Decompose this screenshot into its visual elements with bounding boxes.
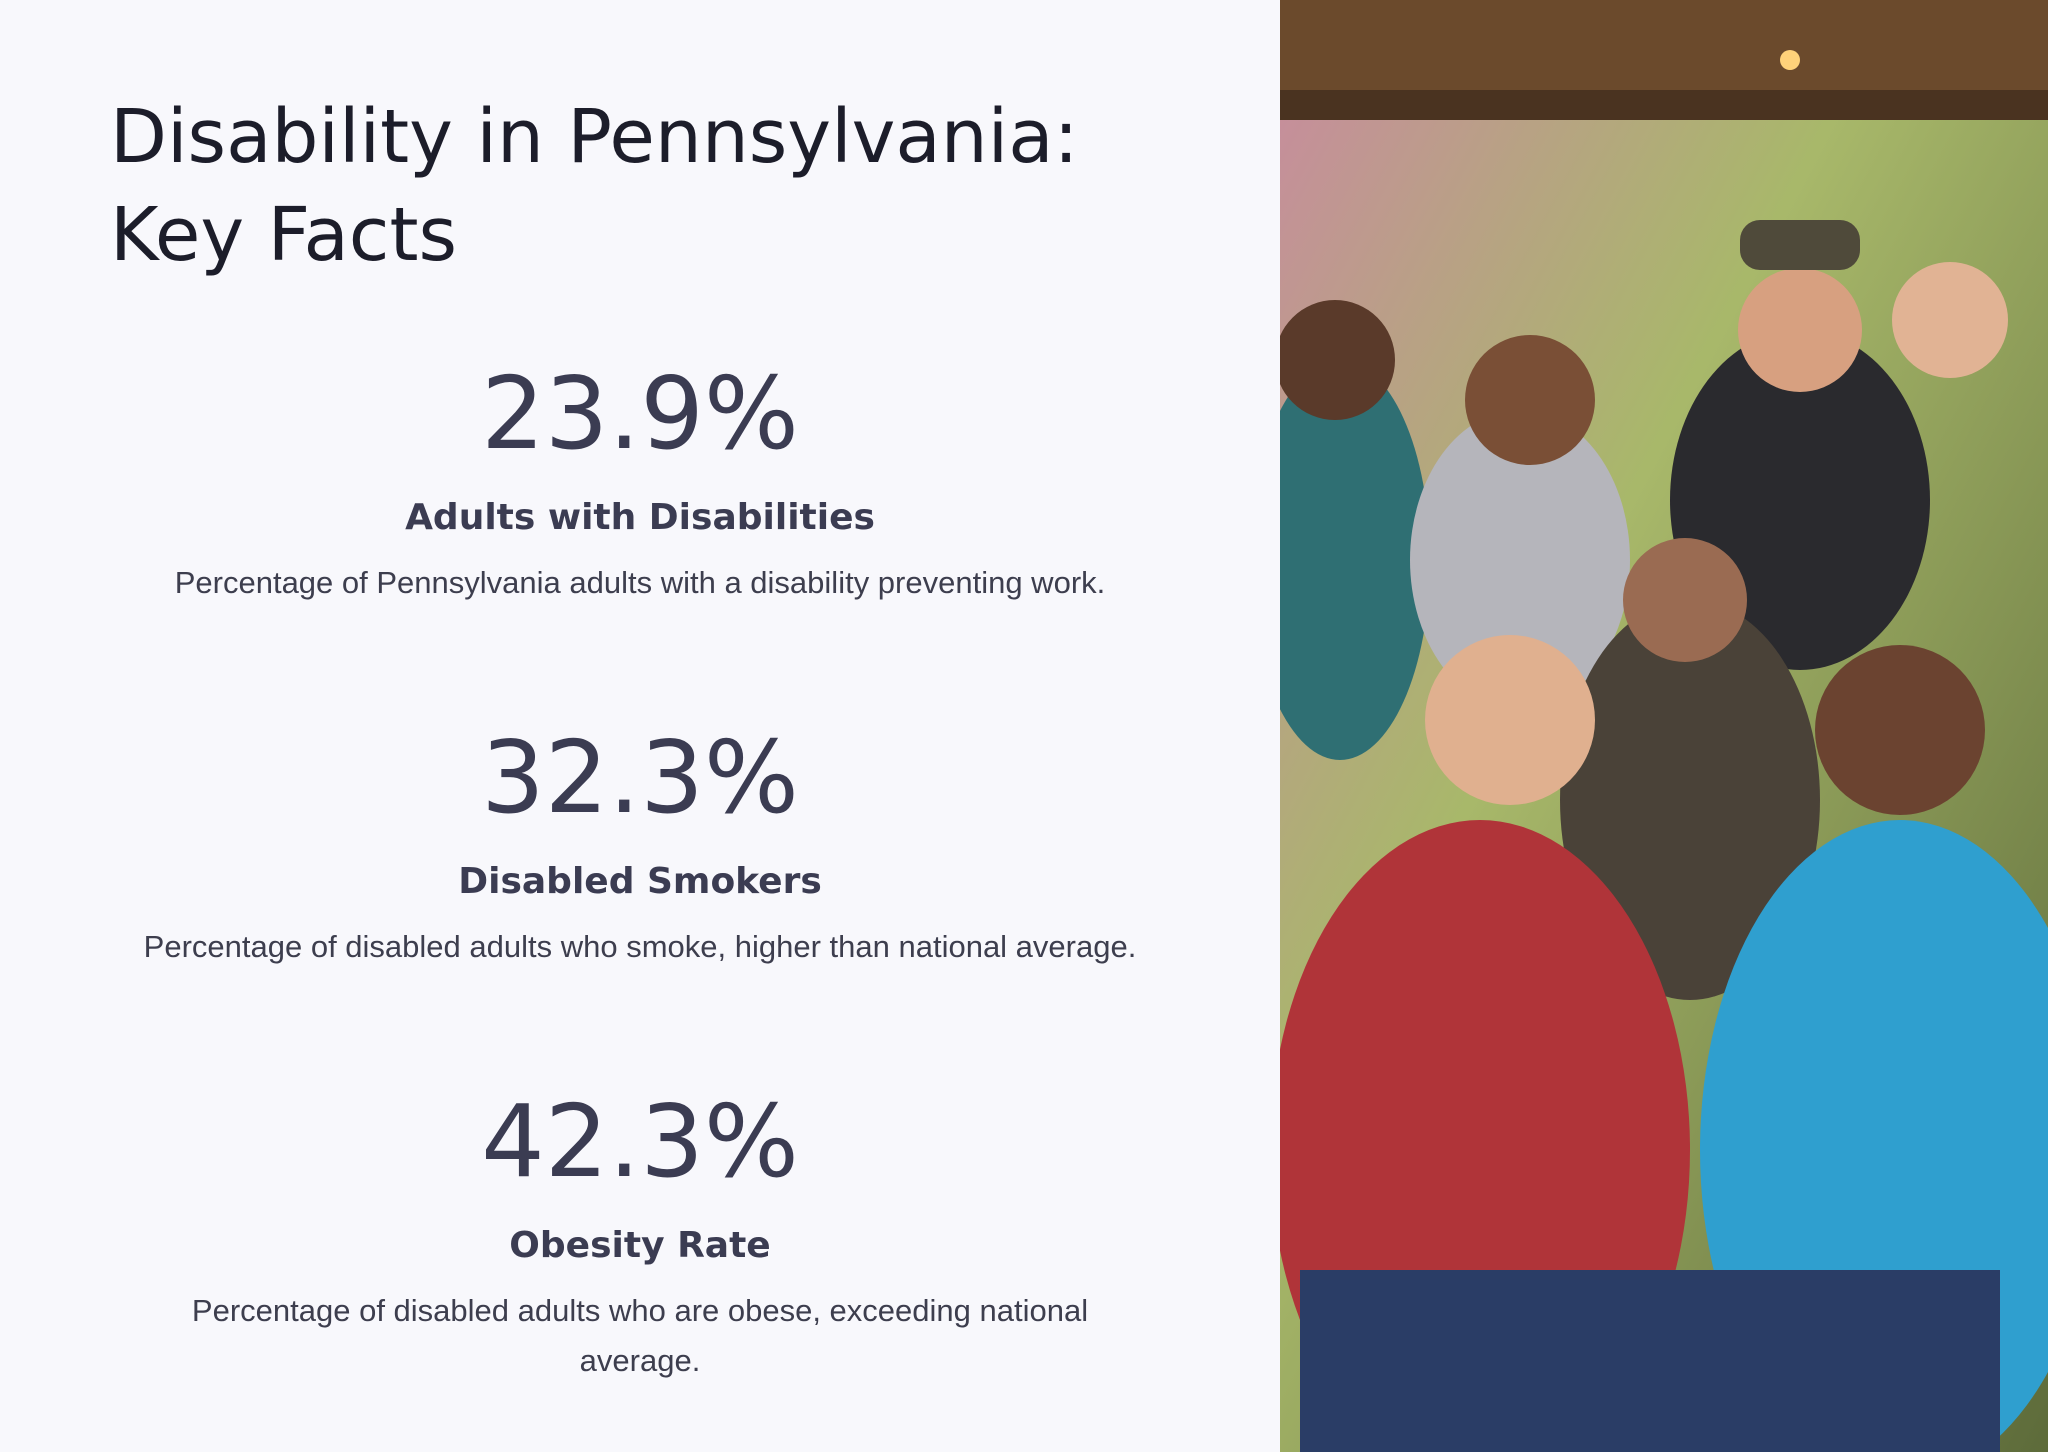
stat-label: Adults with Disabilities [405, 497, 875, 538]
stat-label: Disabled Smokers [458, 861, 822, 902]
title-line: Disability in Pennsylvania: [110, 94, 1079, 180]
facts-panel: Disability in Pennsylvania: Key Facts 23.… [110, 88, 1170, 1386]
stat-description: Percentage of Pennsylvania adults with a… [174, 565, 1106, 600]
stats-list: 23.9% Adults with Disabilities Percentage … [110, 354, 1170, 1386]
beam [1280, 90, 2048, 120]
photo [1280, 0, 2048, 1452]
stat-value: 42.3% [481, 1083, 799, 1200]
people [1280, 220, 2048, 1452]
stat-card: 23.9% Adults with Disabilities Percentage … [110, 354, 1170, 608]
title: Disability in Pennsylvania: Key Facts [110, 88, 1170, 284]
stat-value: 32.3% [481, 719, 799, 836]
stat-value: 23.9% [481, 355, 799, 472]
light [1780, 50, 1800, 70]
stat-card: 32.3% Disabled Smokers Percentage of disab… [110, 718, 1170, 972]
stat-label: Obesity Rate [509, 1225, 771, 1266]
stat-description: Percentage of disabled adults who are ob… [191, 1293, 1089, 1378]
title-line: Key Facts [110, 192, 458, 278]
stat-description: Percentage of disabled adults who smoke,… [143, 929, 1137, 964]
stat-card: 42.3% Obesity Rate Percentage of disabled … [110, 1082, 1170, 1386]
